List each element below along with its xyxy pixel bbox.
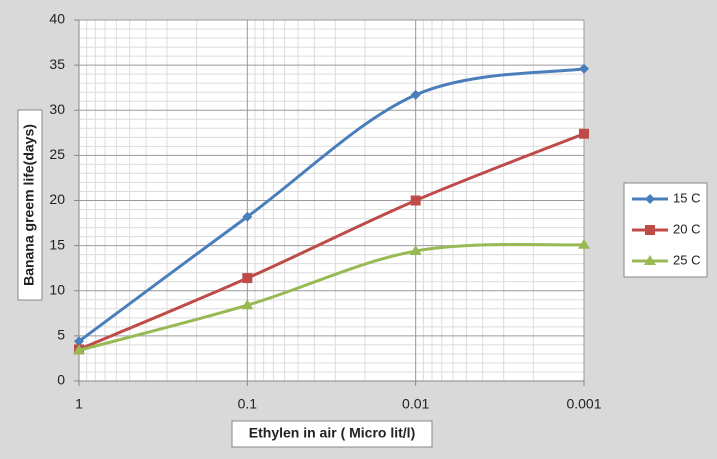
marker — [242, 211, 253, 222]
x-tick-label: 0.1 — [238, 396, 258, 412]
marker — [579, 63, 589, 74]
marker — [74, 336, 84, 347]
x-axis-title: Ethylen in air ( Micro lit/l) — [249, 425, 415, 441]
legend-label: 25 C — [673, 252, 700, 267]
y-tick-label: 30 — [49, 101, 65, 117]
marker — [241, 299, 254, 310]
legend-label: 15 C — [673, 190, 700, 205]
marker — [645, 194, 655, 204]
y-title-box — [17, 109, 43, 301]
marker — [579, 128, 589, 139]
y-tick-label: 20 — [49, 191, 65, 207]
y-tick-label: 0 — [57, 372, 65, 388]
marker — [410, 195, 421, 206]
legend-label: 20 C — [673, 221, 700, 236]
marker — [409, 245, 422, 256]
y-tick-label: 10 — [49, 281, 65, 297]
x-title-box — [231, 420, 433, 448]
marker — [410, 89, 421, 100]
series-line — [78, 67, 585, 343]
marker — [578, 238, 590, 249]
marker — [644, 255, 656, 265]
y-axis-title: Banana greem life(days) — [21, 124, 37, 286]
series-line — [78, 132, 585, 351]
y-tick-label: 35 — [49, 56, 65, 72]
series-line — [78, 242, 585, 352]
x-tick-label: 0.001 — [566, 396, 601, 412]
y-tick-label: 5 — [57, 327, 65, 343]
y-tick-label: 15 — [49, 236, 65, 252]
x-tick-label: 1 — [75, 396, 83, 412]
y-tick-label: 25 — [49, 146, 65, 162]
y-tick-label: 40 — [49, 11, 65, 27]
marker — [242, 273, 253, 284]
x-tick-label: 0.01 — [402, 396, 429, 412]
marker — [73, 344, 85, 355]
marker — [645, 225, 655, 235]
